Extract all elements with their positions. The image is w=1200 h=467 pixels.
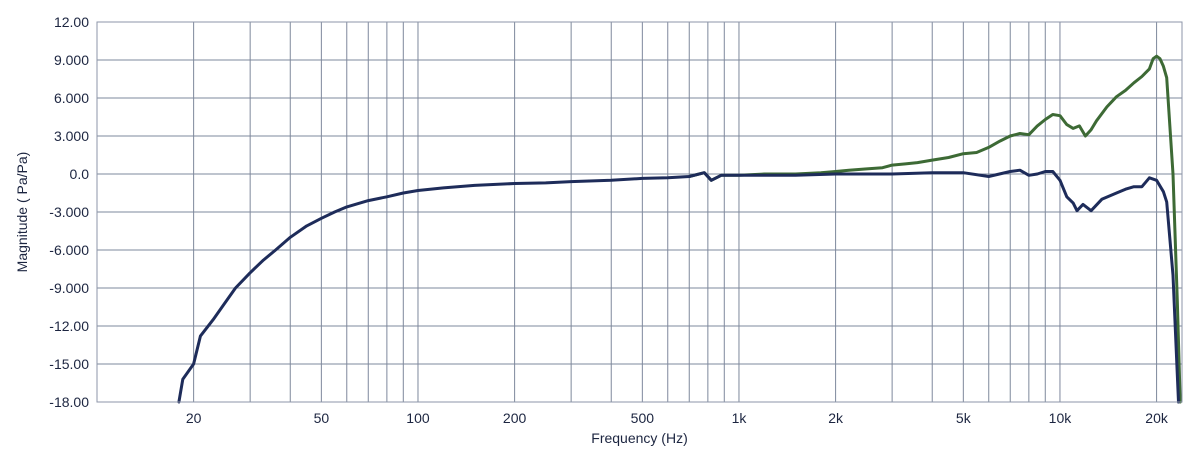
x-tick-label: 100 (406, 410, 430, 426)
x-tick-label: 50 (314, 410, 330, 426)
x-axis-title: Frequency (Hz) (591, 430, 687, 446)
y-axis-ticks: 12.00 9.000 6.000 3.000 0.0 -3.000 -6.000 -9.00… (49, 14, 89, 410)
y-tick-label: -15.00 (49, 356, 89, 372)
x-tick-label: 500 (631, 410, 655, 426)
plot-frame (96, 21, 1183, 403)
y-tick-label: -18.00 (49, 394, 89, 410)
y-axis-title: Magnitude ( Pa/Pa) (14, 152, 30, 273)
x-tick-label: 20k (1145, 410, 1169, 426)
x-tick-label: 1k (732, 410, 748, 426)
x-tick-label: 5k (956, 410, 972, 426)
grid (96, 21, 1182, 403)
x-axis-ticks: 20 50 100 200 500 1k 2k 5k 10k 20k (186, 410, 1169, 426)
x-tick-label: 20 (186, 410, 202, 426)
y-tick-label: -3.000 (49, 204, 89, 220)
y-tick-label: -12.00 (49, 318, 89, 334)
y-tick-label: 12.00 (54, 14, 89, 30)
y-tick-label: 9.000 (54, 52, 89, 68)
x-tick-label: 10k (1049, 410, 1073, 426)
y-tick-label: 6.000 (54, 90, 89, 106)
y-tick-label: -9.000 (49, 280, 89, 296)
y-tick-label: -6.000 (49, 242, 89, 258)
series-group (177, 54, 1182, 404)
x-tick-label: 2k (828, 410, 844, 426)
x-tick-label: 200 (503, 410, 527, 426)
series-line-2 (177, 168, 1180, 404)
y-tick-label: 3.000 (54, 128, 89, 144)
series-line-1 (687, 54, 1182, 404)
y-tick-label: 0.0 (70, 166, 90, 182)
